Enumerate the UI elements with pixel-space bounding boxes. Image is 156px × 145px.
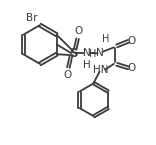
Text: O: O xyxy=(63,70,71,80)
Text: O: O xyxy=(127,63,135,73)
Text: O: O xyxy=(75,26,83,36)
Text: S: S xyxy=(69,47,77,60)
Text: N: N xyxy=(83,48,91,58)
Text: HN: HN xyxy=(93,65,109,75)
Text: Br: Br xyxy=(26,12,37,22)
Text: H: H xyxy=(89,49,96,59)
Text: H: H xyxy=(83,60,91,70)
Text: H: H xyxy=(102,34,109,44)
Text: N: N xyxy=(96,48,104,58)
Text: O: O xyxy=(127,36,135,46)
